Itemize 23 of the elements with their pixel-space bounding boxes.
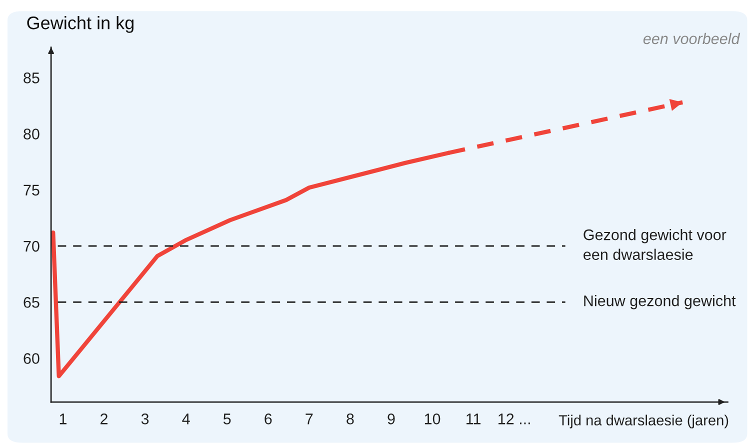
chart-title: Gewicht in kg — [27, 16, 134, 33]
x-tick-label: 5 — [223, 414, 231, 424]
x-tick-label: 2 — [100, 414, 108, 424]
y-tick-label: 85 — [24, 72, 40, 84]
x-axis-title: Tijd na dwarslaesie (jaren) — [558, 414, 728, 428]
text: een voorbeeld — [643, 32, 740, 44]
x-tick-label: 6 — [264, 414, 272, 424]
y-tick-label: 65 — [24, 296, 40, 308]
x-tick-label: 4 — [182, 414, 190, 424]
y-tick-label: 75 — [24, 184, 40, 196]
ref-line-label: Nieuw gezond gewicht — [584, 295, 736, 310]
ref-line-label: Gezond gewicht voor een dwarslaesie — [584, 228, 726, 260]
y-tick-label: 60 — [24, 353, 40, 364]
x-tick-label: 9 — [388, 414, 395, 424]
x-tick-label: 7 — [306, 414, 313, 424]
x-tick-label: 12 ... — [498, 414, 530, 424]
y-tick-label: 80 — [24, 128, 40, 140]
x-tick-label: 3 — [141, 414, 149, 424]
y-tick-label: 70 — [24, 240, 40, 252]
x-tick-label: 1 — [60, 414, 66, 424]
x-tick-label: 8 — [346, 414, 354, 424]
x-tick-label: 11 — [466, 414, 480, 424]
x-tick-label: 10 — [424, 414, 440, 424]
